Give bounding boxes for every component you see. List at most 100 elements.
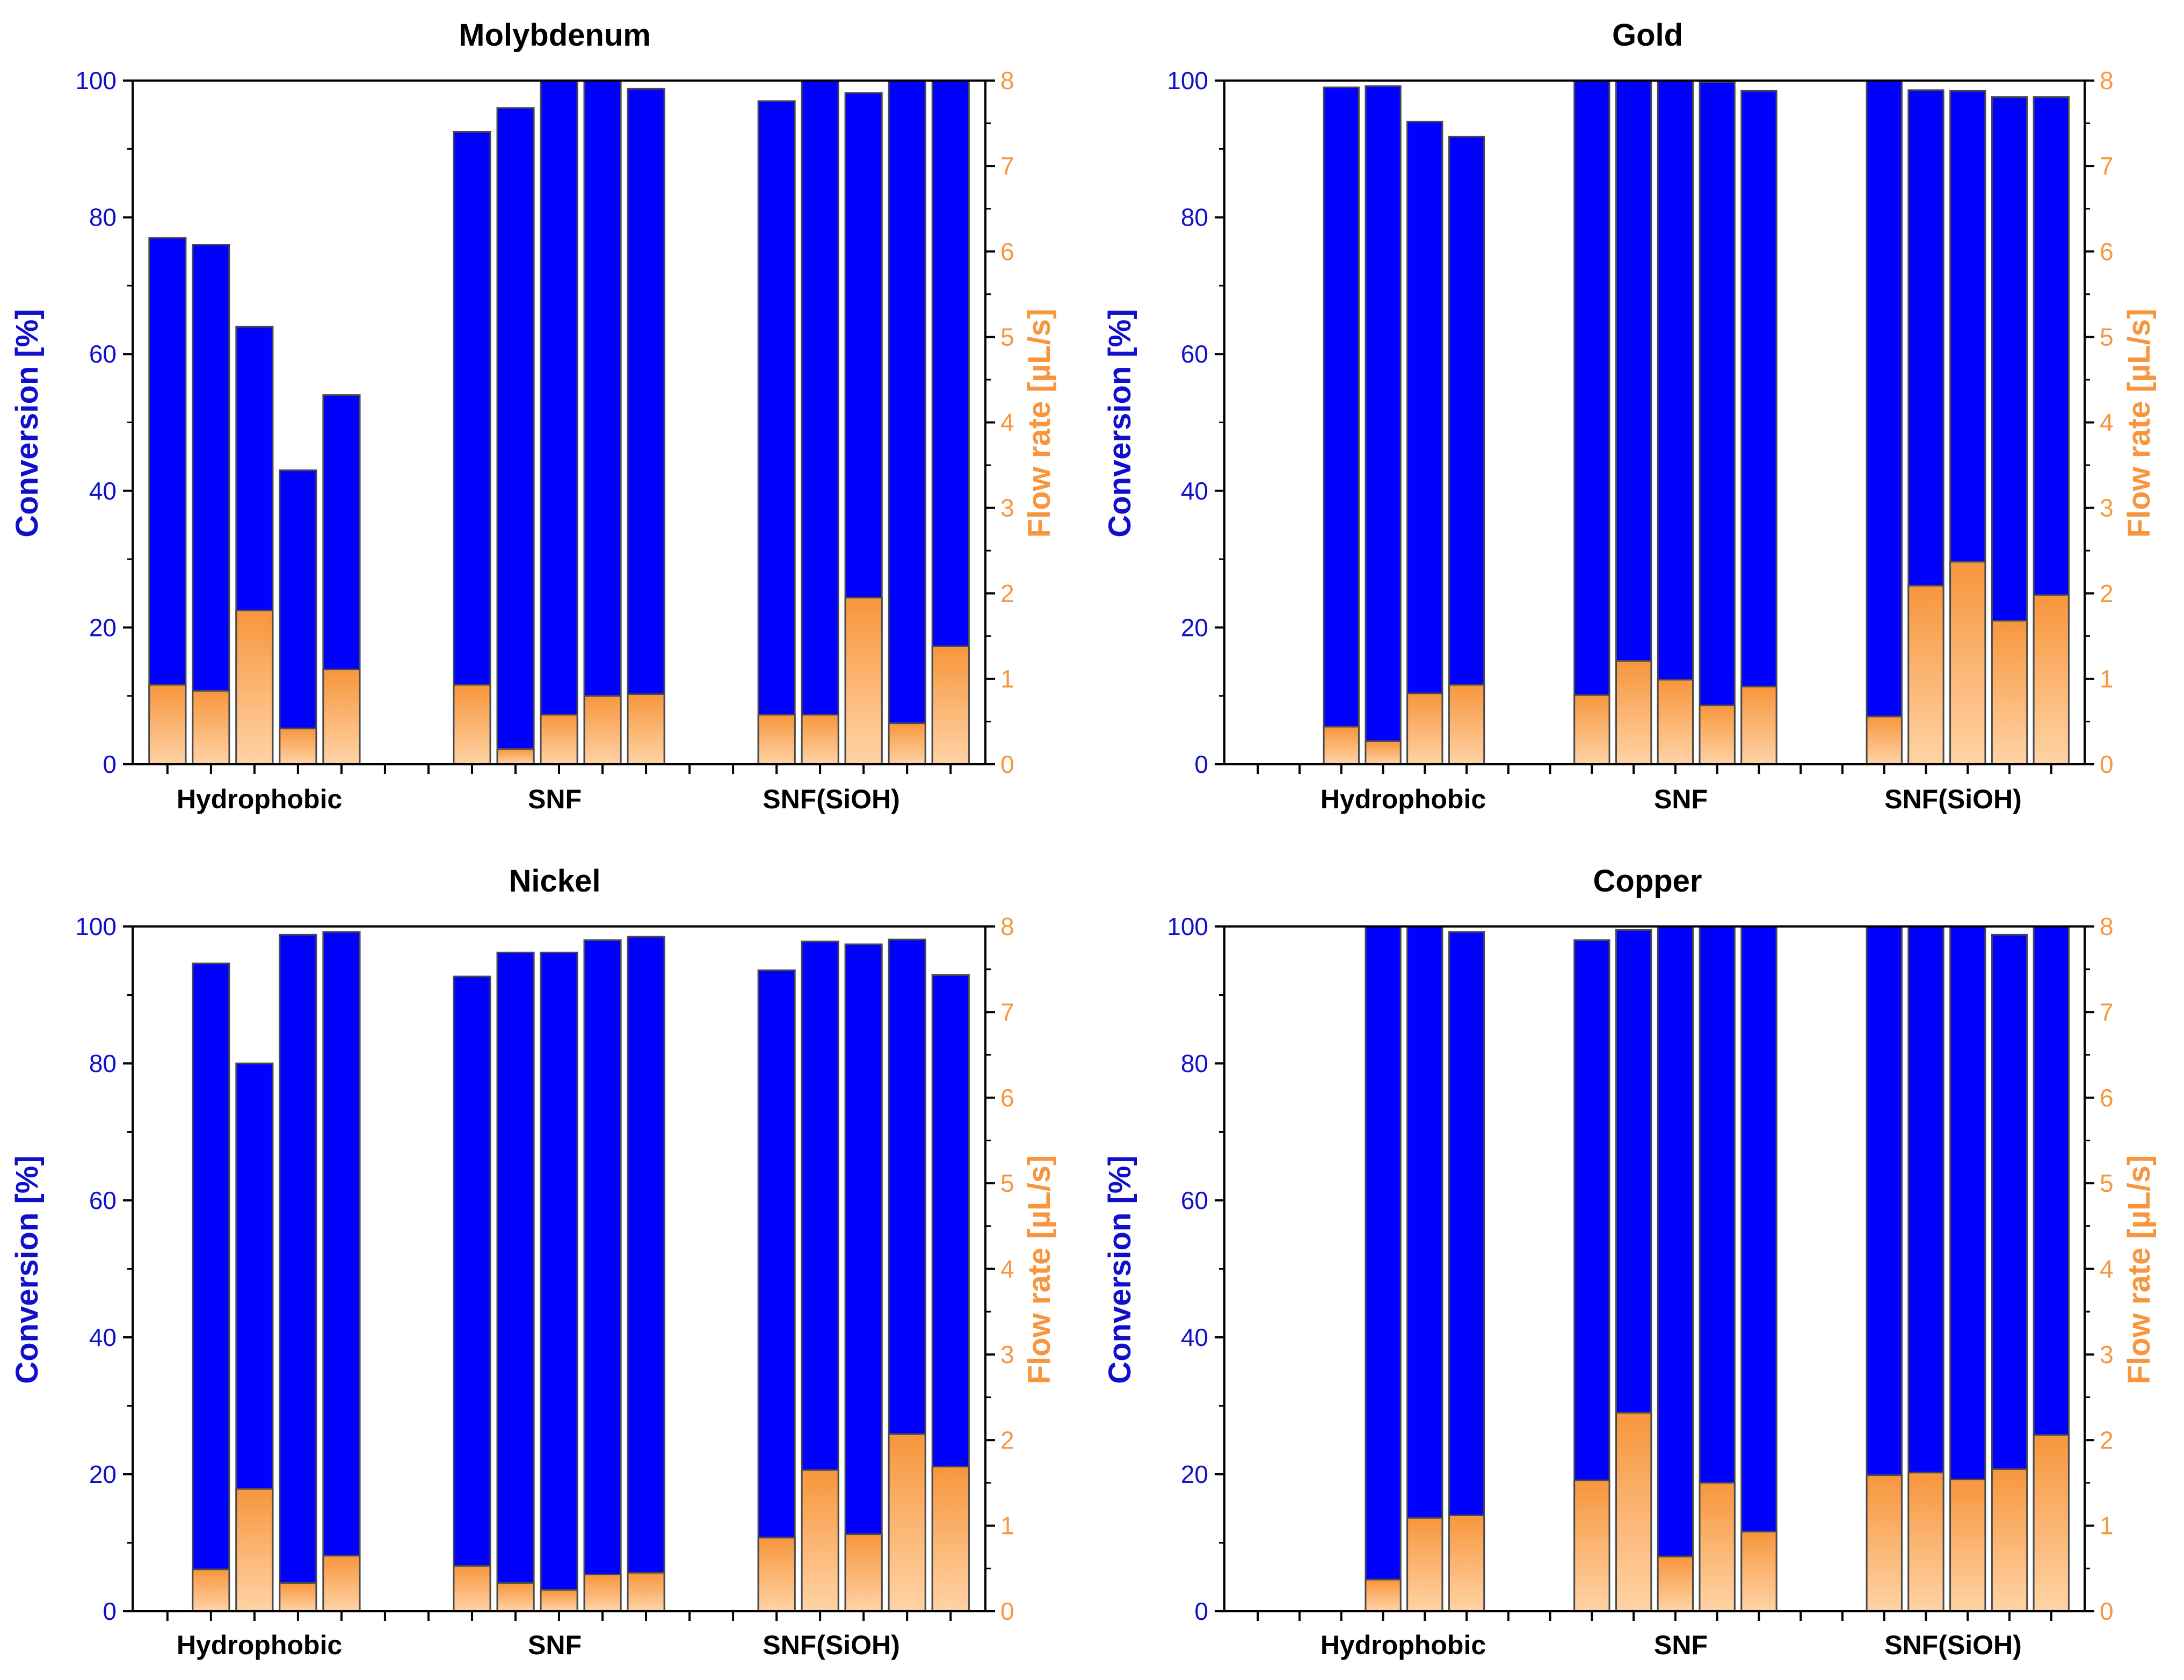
conversion-bar — [1740, 90, 1777, 765]
flow-rate-bar — [279, 1582, 317, 1612]
flow-rate-bar — [844, 597, 883, 765]
conversion-bar — [627, 936, 665, 1612]
y-tick-label-left: 60 — [1181, 340, 1208, 368]
y-axis-label-left: Conversion [%] — [10, 309, 45, 537]
y-tick-label-right: 6 — [2100, 237, 2114, 265]
conversion-bar — [496, 107, 535, 765]
y-tick-label-right: 8 — [1000, 913, 1014, 940]
flow-rate-bar — [1699, 704, 1736, 765]
y-tick-label-right: 2 — [2100, 580, 2114, 607]
flow-rate-bar — [1657, 679, 1694, 765]
y-tick-label-right: 7 — [2100, 998, 2114, 1026]
conversion-bar — [1323, 86, 1360, 765]
y-tick-label-right: 8 — [2100, 913, 2114, 940]
flow-rate-bar — [322, 668, 361, 765]
y-tick-label-left: 80 — [1181, 1049, 1208, 1077]
flow-rate-bar — [1907, 584, 1944, 765]
y-tick-label-left: 40 — [1181, 1323, 1208, 1351]
conversion-bar — [1365, 85, 1402, 765]
chart-panel-gold: Gold 0 20 40 60 80 100 0 1 2 3 4 5 6 7 8 Hydrophobic SNF… — [1102, 18, 2157, 814]
x-group-label: SNF(SiOH) — [1884, 784, 2022, 814]
y-tick-label-right: 2 — [1000, 1426, 1014, 1454]
conversion-bar — [148, 237, 187, 765]
flow-rate-bar — [540, 1589, 578, 1612]
x-group-label: SNF — [1654, 784, 1708, 814]
y-tick-label-right: 6 — [1000, 1084, 1014, 1112]
conversion-bar — [453, 131, 491, 765]
conversion-bar — [1406, 925, 1443, 1612]
flow-rate-bar — [1866, 1474, 1903, 1612]
conversion-bar — [1448, 931, 1485, 1612]
conversion-bar — [540, 79, 578, 765]
flow-rate-bar — [757, 1537, 796, 1612]
conversion-bar — [844, 943, 883, 1612]
y-tick-label-right: 1 — [2100, 1512, 2114, 1540]
x-group-label: Hydrophobic — [177, 1630, 342, 1660]
y-tick-label-right: 6 — [1000, 237, 1014, 265]
y-tick-label-right: 7 — [2100, 152, 2114, 180]
y-axis-label-left: Conversion [%] — [10, 1155, 45, 1384]
y-tick-label-left: 40 — [89, 1323, 117, 1351]
y-tick-label-right: 7 — [1000, 152, 1014, 180]
y-tick-label-right: 0 — [1000, 750, 1014, 778]
flow-rate-bar — [1615, 660, 1652, 765]
flow-rate-bar — [1907, 1472, 1944, 1612]
flow-rate-bar — [235, 1488, 274, 1612]
axes-group: 0 20 40 60 80 100 0 1 2 3 4 5 6 7 8 Hydrophobic SNF SNF(S… — [1167, 913, 2113, 1660]
y-tick-label-left: 60 — [89, 340, 117, 368]
flow-rate-bar — [801, 714, 839, 765]
conversion-bar — [583, 79, 622, 765]
flow-rate-bar — [1323, 726, 1360, 765]
conversion-bar — [453, 975, 491, 1612]
x-group-label: SNF — [528, 784, 582, 814]
y-tick-label-left: 20 — [1181, 613, 1208, 641]
y-tick-label-left: 60 — [1181, 1186, 1208, 1214]
flow-rate-bar — [1991, 1468, 2028, 1612]
axes-group: 0 20 40 60 80 100 0 1 2 3 4 5 6 7 8 Hydrophobic SNF SNF(S… — [75, 67, 1014, 814]
flow-rate-bar — [583, 695, 622, 765]
y-tick-label-right: 8 — [1000, 67, 1014, 95]
y-tick-label-left: 100 — [1167, 913, 1208, 940]
flow-rate-bar — [1866, 715, 1903, 765]
y-tick-label-left: 80 — [89, 1049, 117, 1077]
flow-rate-bar — [1406, 1517, 1443, 1612]
flow-rate-bar — [2033, 594, 2070, 765]
y-tick-label-right: 6 — [2100, 1084, 2114, 1112]
conversion-bar — [322, 931, 361, 1612]
y-tick-label-right: 5 — [1000, 1169, 1014, 1197]
flow-rate-bar — [2033, 1434, 2070, 1612]
y-tick-label-left: 0 — [103, 1597, 117, 1625]
chart-panel-nickel: Nickel 0 20 40 60 80 100 0 1 2 3 4 5 6 7 8 Hydrophobic S… — [10, 864, 1057, 1660]
y-tick-label-right: 0 — [2100, 1597, 2114, 1625]
y-axis-label-left: Conversion [%] — [1102, 1155, 1137, 1384]
axes-group: 0 20 40 60 80 100 0 1 2 3 4 5 6 7 8 Hydrophobic SNF SNF(S… — [1167, 67, 2113, 814]
chart-title: Gold — [1612, 18, 1683, 53]
y-tick-label-left: 60 — [89, 1186, 117, 1214]
y-tick-label-left: 100 — [1167, 67, 1208, 95]
flow-rate-bar — [931, 645, 970, 765]
conversion-bar — [1448, 135, 1485, 765]
y-tick-label-left: 0 — [103, 750, 117, 778]
y-axis-label-right: Flow rate [µL/s] — [2122, 1155, 2157, 1385]
y-tick-label-right: 2 — [2100, 1426, 2114, 1454]
y-tick-label-left: 40 — [89, 477, 117, 505]
flow-rate-bar — [627, 693, 665, 765]
conversion-bar — [279, 469, 317, 765]
flow-rate-bar — [453, 684, 491, 765]
conversion-bar — [1657, 79, 1694, 765]
conversion-bar — [1573, 79, 1610, 765]
x-group-label: SNF — [528, 1630, 582, 1660]
y-tick-label-left: 40 — [1181, 477, 1208, 505]
y-tick-label-left: 0 — [1194, 750, 1208, 778]
flow-rate-bar — [1448, 1515, 1485, 1612]
chart-panel-copper: Copper 0 20 40 60 80 100 0 1 2 3 4 5 6 7 8 Hydrophobic S… — [1102, 864, 2157, 1660]
flow-rate-bar — [1573, 1479, 1610, 1612]
flow-rate-bar — [1365, 740, 1402, 765]
y-tick-label-right: 5 — [2100, 1169, 2114, 1197]
flow-rate-bar — [757, 714, 796, 765]
flow-rate-bar — [148, 684, 187, 765]
conversion-bar — [627, 88, 665, 765]
conversion-bar — [192, 962, 230, 1612]
conversion-bar — [192, 244, 230, 765]
